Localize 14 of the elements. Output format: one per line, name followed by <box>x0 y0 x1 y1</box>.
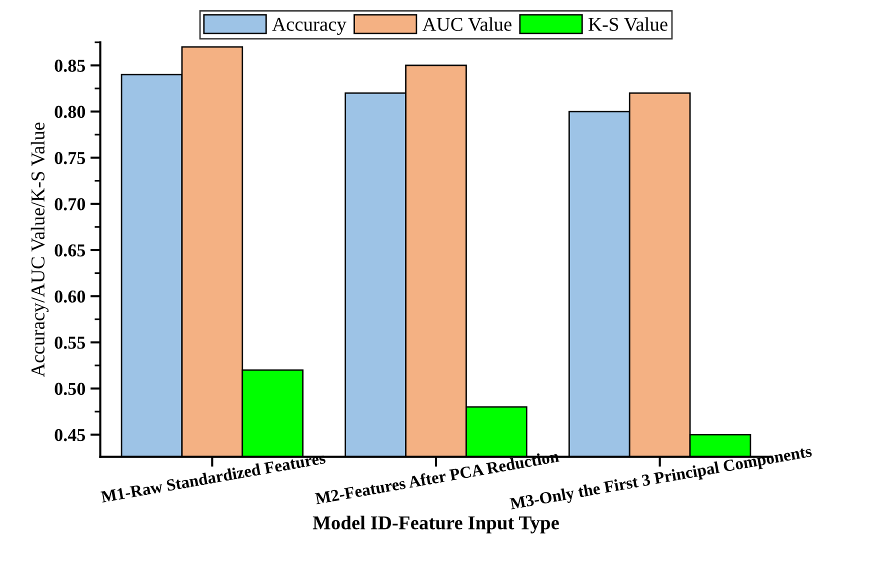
y-tick-label: 0.75 <box>54 152 86 164</box>
y-tick-label: 0.50 <box>54 382 86 396</box>
x-axis-title: Model ID-Feature Input Type <box>312 516 559 534</box>
y-tick-label: 0.80 <box>54 106 86 118</box>
y-tick-label: 0.60 <box>54 290 86 303</box>
y-tick-label: 0.65 <box>54 244 86 257</box>
legend-label: AUC Value <box>422 17 512 32</box>
y-tick-label: 0.55 <box>54 336 86 349</box>
y-tick-label: 0.45 <box>54 428 86 442</box>
legend-label: K-S Value <box>588 17 668 32</box>
y-axis-title: Accuracy/AUC Value/K-S Value <box>30 122 49 378</box>
y-tick-label: 0.85 <box>54 60 86 72</box>
y-tick-label: 0.70 <box>54 198 86 210</box>
legend-label: Accuracy <box>272 18 346 35</box>
